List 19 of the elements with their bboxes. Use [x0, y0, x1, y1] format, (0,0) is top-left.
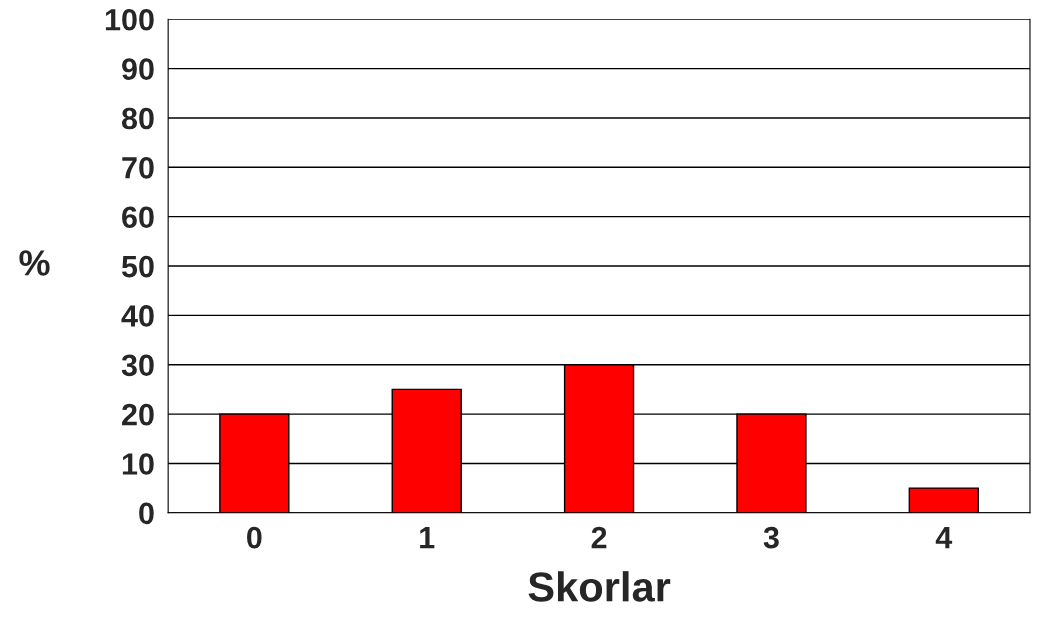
y-tick-label: 80 [121, 107, 154, 130]
y-tick-label: 40 [121, 305, 154, 327]
y-tick-label: 0 [139, 502, 154, 525]
y-tick-label: 10 [122, 453, 154, 475]
y-tick-label: 20 [122, 403, 154, 426]
x-axis-title: Skorlar [528, 571, 671, 602]
x-tick-label: 4 [935, 527, 953, 549]
x-tick-label: 3 [763, 526, 779, 549]
bar [908, 487, 979, 513]
y-tick-label: 100 [105, 8, 154, 31]
y-tick-label: 30 [121, 354, 154, 377]
x-tick-label: 1 [420, 527, 435, 549]
y-tick-label: 90 [122, 58, 154, 80]
y-tick-label: 50 [121, 255, 154, 278]
y-tick-label: 70 [122, 157, 154, 179]
x-tick-label: 0 [247, 526, 262, 549]
y-tick-label: 60 [122, 206, 154, 229]
y-axis-title: % [19, 250, 50, 276]
x-tick-label: 2 [591, 526, 607, 549]
